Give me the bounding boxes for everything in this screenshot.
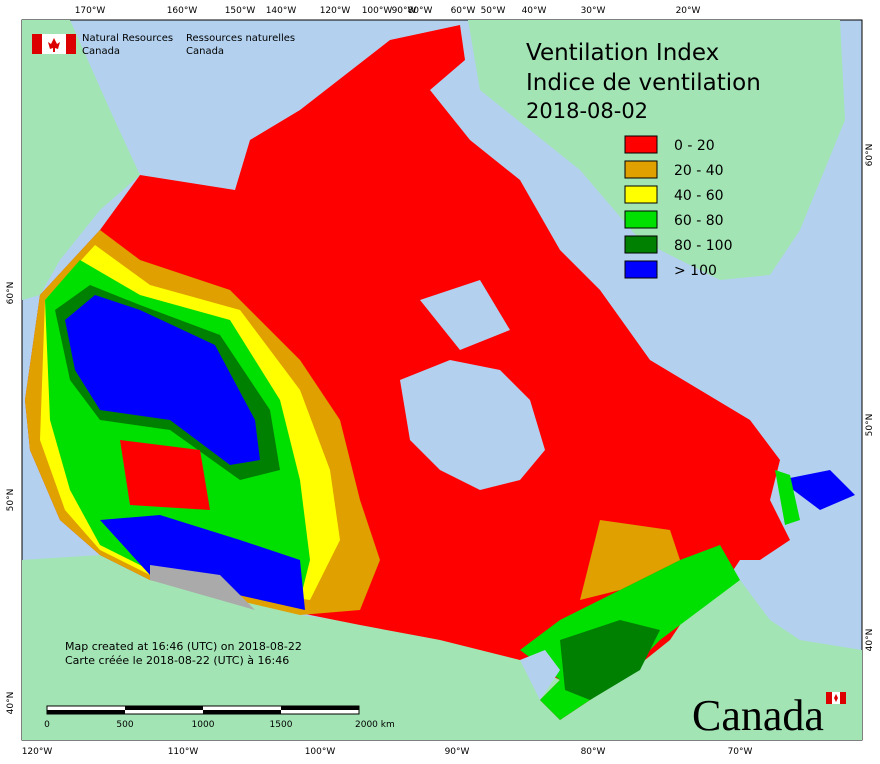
- title-en: Ventilation Index: [526, 40, 719, 66]
- longitude-label: 150°W: [225, 6, 256, 16]
- zone-east-orange: [580, 520, 680, 600]
- longitude-label: 90°W: [392, 6, 417, 16]
- org-en: Natural Resources: [82, 33, 173, 44]
- alaska: [22, 20, 140, 300]
- created-fr: Carte créée le 2018-08-22 (UTC) à 16:46: [65, 654, 289, 667]
- longitude-label: 80°W: [581, 747, 606, 757]
- zone-red-interior: [120, 440, 210, 510]
- latitude-label: 40°N: [6, 692, 16, 715]
- scale-label: 500: [116, 720, 133, 730]
- created-en: Map created at 16:46 (UTC) on 2018-08-22: [65, 640, 302, 653]
- legend-label: 20 - 40: [674, 163, 724, 179]
- scale-label: 0: [44, 720, 50, 730]
- longitude-label: 140°W: [266, 6, 297, 16]
- longitude-label: 100°W: [305, 747, 336, 757]
- longitude-label: 90°W: [445, 747, 470, 757]
- longitude-label: 80°W: [408, 6, 433, 16]
- latitude-label: 50°N: [6, 489, 16, 512]
- longitude-label: 40°W: [522, 6, 547, 16]
- foxe-basin: [420, 280, 510, 350]
- scale-label: 2000 km: [355, 720, 395, 730]
- zone-blue: [65, 295, 260, 465]
- longitude-label: 20°W: [676, 6, 701, 16]
- scale-bar: [46, 705, 360, 715]
- longitude-label: 70°W: [728, 747, 753, 757]
- legend-swatch: [624, 135, 658, 154]
- zone-nfld-green: [775, 470, 800, 525]
- legend-label: > 100: [674, 263, 717, 279]
- legend-label: 60 - 80: [674, 213, 724, 229]
- nrcan-flag: [32, 34, 76, 54]
- longitude-label: 60°W: [451, 6, 476, 16]
- scale-label: 1000: [192, 720, 215, 730]
- longitude-label: 170°W: [75, 6, 106, 16]
- legend-label: 80 - 100: [674, 238, 733, 254]
- latitude-label: 60°N: [865, 144, 875, 167]
- legend-swatch: [624, 235, 658, 254]
- zone-blue-south: [100, 515, 305, 610]
- wordmark-flag: [826, 692, 846, 704]
- title-date: 2018-08-02: [526, 99, 648, 123]
- latitude-label: 40°N: [865, 629, 875, 652]
- wordmark: Canada: [692, 691, 824, 740]
- title-fr: Indice de ventilation: [526, 70, 761, 96]
- legend-swatch: [624, 260, 658, 279]
- org-fr: Canada: [186, 46, 224, 57]
- legend-label: 40 - 60: [674, 188, 724, 204]
- org-en: Canada: [82, 46, 120, 57]
- legend-swatch: [624, 210, 658, 229]
- longitude-label: 30°W: [581, 6, 606, 16]
- no-data: [150, 565, 255, 610]
- longitude-label: 120°W: [320, 6, 351, 16]
- longitude-label: 50°W: [481, 6, 506, 16]
- great-lakes: [520, 650, 560, 700]
- hudson-bay: [400, 360, 545, 490]
- zone-east-darkgreen: [560, 620, 660, 700]
- zone-nfld-blue: [780, 470, 855, 510]
- legend-label: 0 - 20: [674, 138, 715, 154]
- longitude-label: 110°W: [168, 747, 199, 757]
- latitude-label: 50°N: [865, 414, 875, 437]
- scale-label: 1500: [270, 720, 293, 730]
- longitude-label: 160°W: [167, 6, 198, 16]
- longitude-label: 100°W: [362, 6, 393, 16]
- org-fr: Ressources naturelles: [186, 33, 295, 44]
- longitude-label: 120°W: [22, 747, 53, 757]
- legend-swatch: [624, 160, 658, 179]
- legend-swatch: [624, 185, 658, 204]
- latitude-label: 60°N: [6, 282, 16, 305]
